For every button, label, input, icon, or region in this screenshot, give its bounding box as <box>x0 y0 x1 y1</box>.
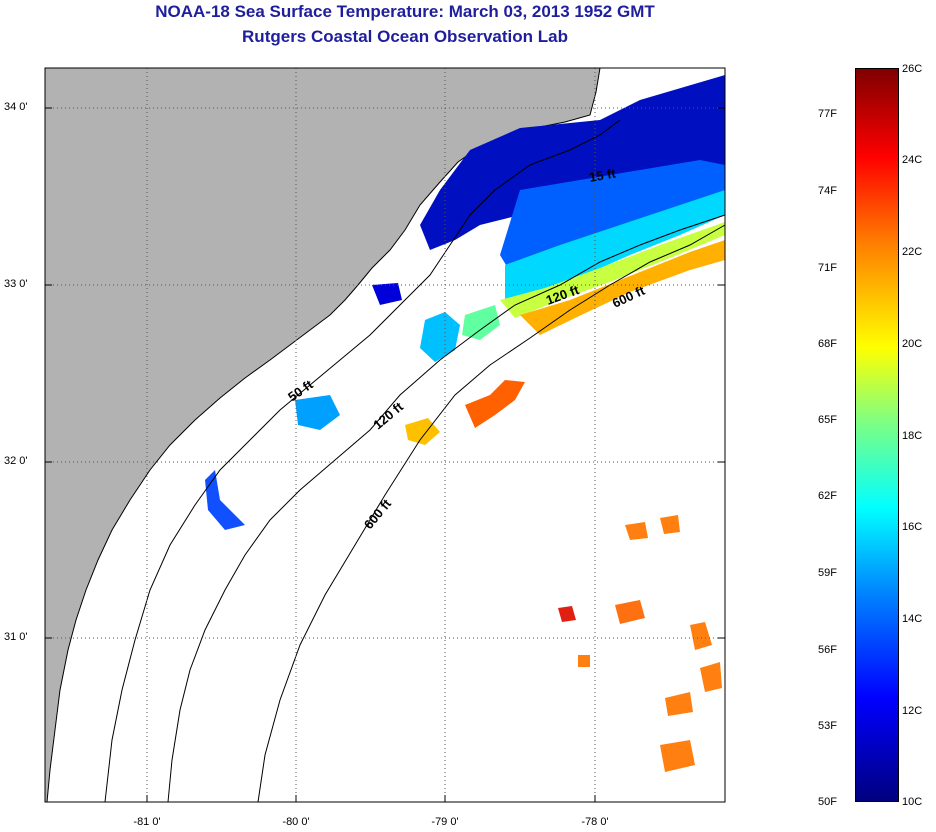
sst-patch-b <box>462 305 500 340</box>
sst-offshore-8 <box>558 606 576 622</box>
sst-warm-band <box>500 222 725 318</box>
sst-offshore-3 <box>615 600 645 624</box>
colorbar-c-tick: 16C <box>902 521 923 533</box>
colorbar-f-tick: 68F <box>818 338 837 350</box>
colorbar-c-tick: 12C <box>902 705 923 717</box>
sst-warm-band-2 <box>520 240 725 335</box>
colorbar-f-tick: 71F <box>818 262 837 274</box>
isobath-50ft <box>104 119 621 803</box>
sst-offshore-7 <box>665 692 693 716</box>
colorbar-f-tick: 74F <box>818 185 837 197</box>
sst-offshore-6 <box>660 740 695 772</box>
sst-offshore-2 <box>660 515 680 534</box>
land-mass <box>45 68 600 802</box>
sst-mid-patch <box>505 190 725 300</box>
sst-patch-d <box>295 395 340 430</box>
colorbar-f-tick: 53F <box>818 720 837 732</box>
sst-patch-g <box>205 470 245 530</box>
colorbar-c-tick: 20C <box>902 338 923 350</box>
isobath-600ft <box>257 224 726 803</box>
sst-patch-f <box>465 380 525 428</box>
isobath-120ft <box>167 214 726 803</box>
colorbar-c-tick: 18C <box>902 430 923 442</box>
sst-patch-c <box>372 283 402 305</box>
sst-offshore-1 <box>625 522 648 540</box>
map-title: NOAA-18 Sea Surface Temperature: March 0… <box>155 2 655 21</box>
colorbar-c-tick: 22C <box>902 246 923 258</box>
lon-label-80: -80 0' <box>282 816 310 828</box>
map-gridlines <box>45 68 725 802</box>
lat-label-34: 34 0' <box>4 101 28 113</box>
colorbar-f-tick: 59F <box>818 567 837 579</box>
colorbar-f-tick: 56F <box>818 644 837 656</box>
colorbar-c-tick: 10C <box>902 796 923 808</box>
isobath-contours <box>104 119 726 803</box>
lon-label-78: -78 0' <box>581 816 609 828</box>
axis-ticks <box>45 107 725 802</box>
lat-label-32: 32 0' <box>4 455 28 467</box>
temperature-colorbar <box>855 68 899 802</box>
colorbar-f-tick: 62F <box>818 490 837 502</box>
colorbar-f-tick: 65F <box>818 414 837 426</box>
colorbar-c-tick: 26C <box>902 63 923 75</box>
sst-patch-a <box>420 312 460 362</box>
colorbar-f-tick: 77F <box>818 108 837 120</box>
lat-label-33: 33 0' <box>4 278 28 290</box>
sst-data-layer <box>205 75 725 772</box>
map-subtitle: Rutgers Coastal Ocean Observation Lab <box>242 27 568 46</box>
lat-label-31: 31 0' <box>4 631 28 643</box>
sst-offshore-5 <box>700 662 722 692</box>
colorbar-f-tick: 50F <box>818 796 837 808</box>
map-frame <box>44 67 726 803</box>
colorbar-c-tick: 24C <box>902 154 923 166</box>
sst-offshore-9 <box>578 655 590 667</box>
sst-offshore-4 <box>690 622 712 650</box>
lon-label-79: -79 0' <box>431 816 459 828</box>
lon-label-81: -81 0' <box>133 816 161 828</box>
colorbar-c-tick: 14C <box>902 613 923 625</box>
contour-label-15ft: 15 ft <box>588 165 618 185</box>
